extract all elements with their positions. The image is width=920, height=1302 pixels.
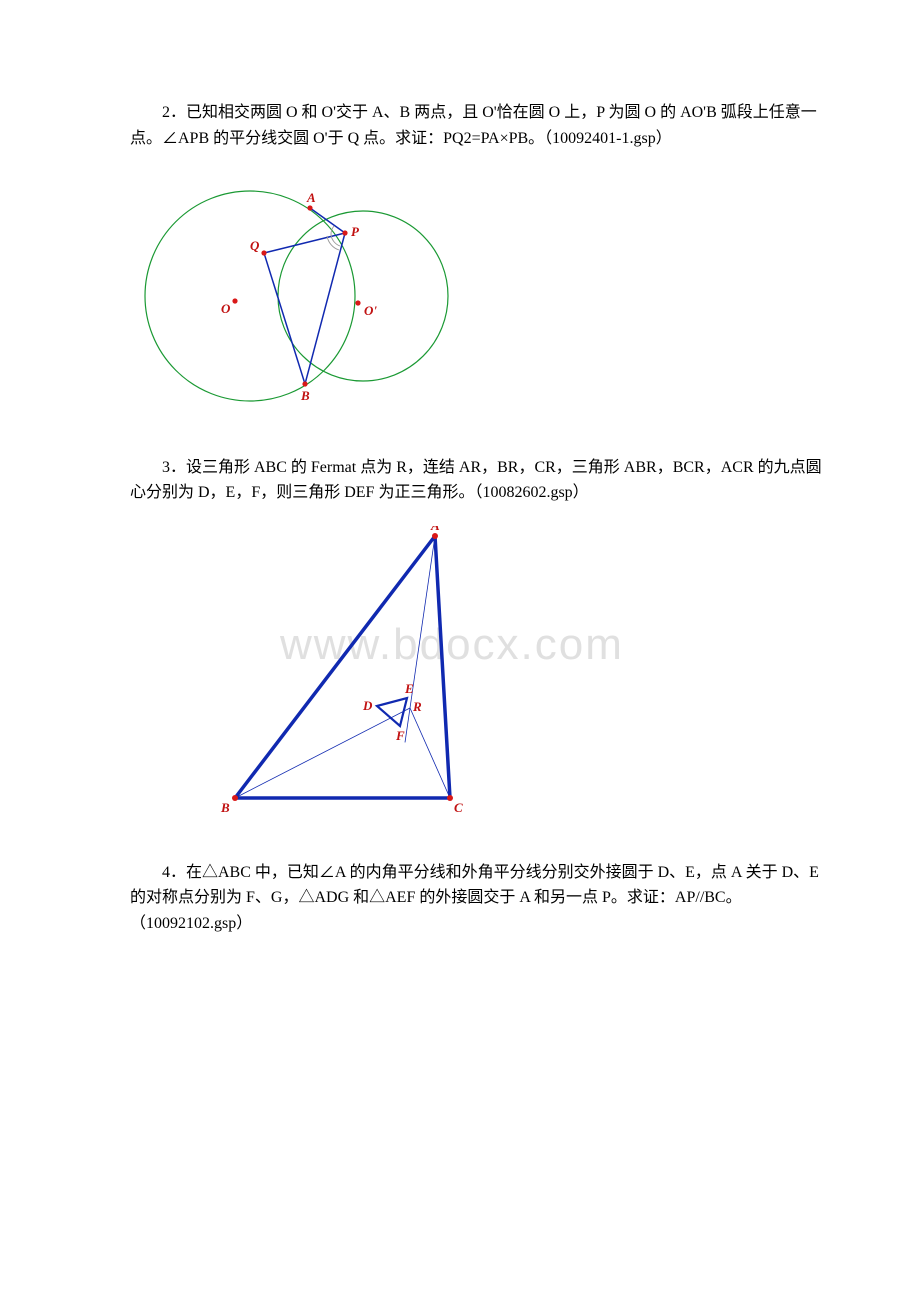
figure-3: A B C D E FR	[220, 526, 830, 835]
figure-2: A P Q O O' B	[130, 171, 830, 430]
svg-text:A: A	[430, 526, 440, 533]
page-body: 2．已知相交两圆 O 和 O'交于 A、B 两点，且 O'恰在圆 O 上，P 为…	[0, 0, 920, 996]
svg-text:B: B	[220, 800, 230, 815]
svg-text:F: F	[395, 728, 405, 743]
problem-2-text: 2．已知相交两圆 O 和 O'交于 A、B 两点，且 O'恰在圆 O 上，P 为…	[130, 100, 830, 151]
svg-text:A: A	[306, 190, 316, 205]
svg-text:R: R	[412, 699, 422, 714]
svg-text:O': O'	[364, 303, 377, 318]
problem-4-text: 4．在△ABC 中，已知∠A 的内角平分线和外角平分线分别交外接圆于 D、E，点…	[130, 860, 830, 937]
svg-text:D: D	[362, 698, 373, 713]
svg-text:O: O	[221, 301, 231, 316]
svg-text:P: P	[351, 224, 360, 239]
problem-3-text: 3．设三角形 ABC 的 Fermat 点为 R，连结 AR，BR，CR，三角形…	[130, 455, 830, 506]
svg-text:E: E	[404, 681, 414, 696]
svg-text:C: C	[454, 800, 463, 815]
svg-text:Q: Q	[250, 238, 260, 253]
svg-text:B: B	[300, 388, 310, 403]
